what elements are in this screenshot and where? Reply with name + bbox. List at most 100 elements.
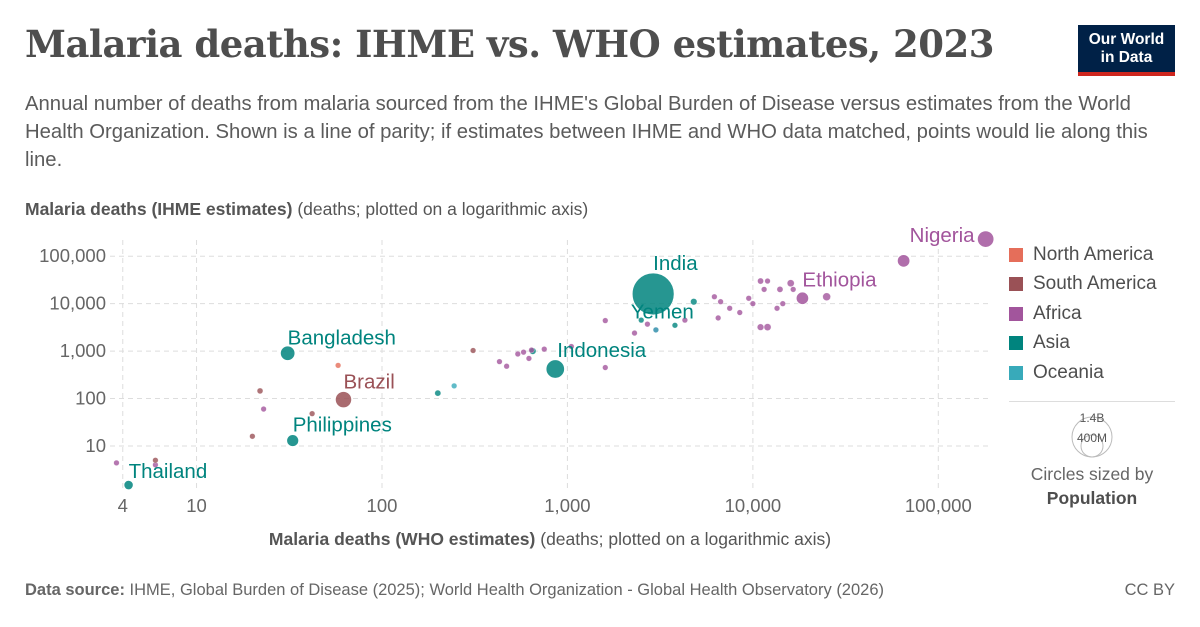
- legend: North America South America Africa Asia Ocea…: [1009, 240, 1157, 388]
- x-axis-label: Malaria deaths (WHO estimates): [268, 529, 536, 549]
- x-tick-label: 10,000: [725, 495, 782, 516]
- source-text[interactable]: IHME, Global Burden of Disease (2025); W…: [129, 581, 885, 599]
- data-point-yemen[interactable]: [690, 298, 698, 306]
- legend-item-africa[interactable]: Africa: [1009, 299, 1157, 329]
- data-point[interactable]: [335, 362, 342, 369]
- legend-label: Asia: [1033, 332, 1070, 354]
- scatter-plot[interactable]: 10 100 1,000 10,000 100,000 4 10 100 1,000 10,000…: [0, 0, 1000, 560]
- point-labels: Nigeria Ethiopia India Yemen Indonesia Bangla…: [129, 224, 976, 483]
- data-point[interactable]: [745, 295, 752, 302]
- data-point[interactable]: [496, 358, 503, 365]
- data-point[interactable]: [470, 347, 477, 354]
- data-point[interactable]: [717, 298, 724, 305]
- data-point[interactable]: [503, 363, 510, 370]
- axis-ticks: 10 100 1,000 10,000 100,000 4 10 100 1,000 10,000…: [39, 245, 972, 516]
- size-legend-line-1: Circles sized by: [1030, 464, 1154, 484]
- y-tick-label: 1,000: [60, 340, 106, 361]
- legend-item-north-america[interactable]: North America: [1009, 240, 1157, 270]
- data-point[interactable]: [822, 292, 831, 301]
- data-point[interactable]: [681, 317, 688, 324]
- data-point[interactable]: [602, 317, 609, 324]
- data-point[interactable]: [749, 300, 756, 307]
- data-point[interactable]: [671, 322, 678, 329]
- data-point[interactable]: [764, 278, 771, 284]
- data-point[interactable]: [761, 286, 768, 293]
- legend-label: South America: [1033, 273, 1157, 295]
- data-point[interactable]: [644, 321, 651, 328]
- data-point[interactable]: [525, 355, 532, 362]
- data-point[interactable]: [774, 305, 780, 312]
- point-label-thailand: Thailand: [129, 460, 208, 483]
- data-point[interactable]: [711, 293, 718, 300]
- data-point-nigeria[interactable]: [976, 230, 995, 248]
- data-point[interactable]: [652, 326, 659, 333]
- data-point-india[interactable]: [631, 272, 675, 316]
- data-point[interactable]: [896, 254, 911, 268]
- x-tick-label: 1,000: [544, 495, 590, 516]
- data-point[interactable]: [152, 457, 159, 464]
- data-point[interactable]: [602, 364, 609, 371]
- y-axis-label: Malaria deaths (IHME estimates): [25, 199, 293, 219]
- logo-line-2: in Data: [1100, 49, 1153, 66]
- legend-item-south-america[interactable]: South America: [1009, 270, 1157, 300]
- legend-swatch: [1009, 277, 1023, 292]
- owid-logo[interactable]: Our World in Data: [1078, 25, 1175, 76]
- legend-item-oceania[interactable]: Oceania: [1009, 358, 1157, 388]
- y-tick-label: 10,000: [49, 293, 106, 314]
- data-point-bangladesh[interactable]: [279, 345, 296, 361]
- data-point[interactable]: [568, 343, 575, 350]
- data-point[interactable]: [726, 305, 733, 312]
- data-point[interactable]: [309, 410, 316, 417]
- data-point[interactable]: [514, 351, 521, 357]
- data-point[interactable]: [249, 433, 256, 440]
- point-label-nigeria: Nigeria: [910, 224, 976, 247]
- data-point[interactable]: [113, 459, 120, 466]
- grid-lines: [110, 240, 990, 488]
- data-point[interactable]: [520, 349, 527, 356]
- data-point-ethiopia[interactable]: [795, 291, 810, 305]
- data-points[interactable]: [113, 230, 995, 491]
- data-point[interactable]: [757, 323, 764, 331]
- data-point[interactable]: [256, 387, 264, 394]
- data-point-philippines[interactable]: [286, 434, 300, 447]
- legend-label: Oceania: [1033, 361, 1104, 383]
- data-point[interactable]: [541, 346, 548, 353]
- data-point[interactable]: [715, 315, 722, 321]
- legend-swatch: [1009, 365, 1023, 380]
- data-point[interactable]: [779, 300, 786, 307]
- y-tick-label: 100: [75, 388, 106, 409]
- x-tick-label: 100: [367, 495, 398, 516]
- data-point[interactable]: [787, 279, 795, 287]
- data-point[interactable]: [776, 286, 784, 293]
- license-link[interactable]: CC BY: [1124, 581, 1175, 599]
- y-tick-label: 10: [85, 435, 106, 456]
- data-point-indonesia[interactable]: [545, 359, 565, 379]
- legend-item-asia[interactable]: Asia: [1009, 329, 1157, 359]
- x-axis-title: Malaria deaths (WHO estimates) (deaths; …: [0, 529, 1100, 550]
- point-label-ethiopia: Ethiopia: [802, 268, 877, 291]
- data-point[interactable]: [757, 277, 764, 285]
- legend-label: Africa: [1033, 302, 1082, 324]
- data-point[interactable]: [763, 323, 772, 331]
- data-point[interactable]: [434, 389, 442, 397]
- y-axis-title: Malaria deaths (IHME estimates) (deaths;…: [25, 199, 588, 220]
- data-point[interactable]: [528, 347, 535, 354]
- data-point[interactable]: [260, 406, 267, 413]
- point-label-brazil: Brazil: [343, 371, 394, 394]
- legend-swatch: [1009, 247, 1023, 262]
- y-tick-label: 100,000: [39, 245, 106, 266]
- size-legend-small-circle: [1080, 434, 1104, 458]
- data-point-brazil[interactable]: [334, 391, 353, 409]
- legend-swatch: [1009, 306, 1023, 321]
- data-point-thailand[interactable]: [123, 479, 134, 491]
- data-point[interactable]: [736, 309, 743, 316]
- legend-label: North America: [1033, 243, 1154, 265]
- data-point[interactable]: [790, 286, 797, 293]
- data-point[interactable]: [451, 382, 458, 389]
- logo-line-1: Our World: [1088, 31, 1165, 48]
- data-point[interactable]: [631, 330, 638, 337]
- point-label-bangladesh: Bangladesh: [288, 326, 396, 349]
- footer-source: Data source: IHME, Global Burden of Dise…: [25, 581, 1175, 600]
- size-legend-caption: Circles sized by Population: [1009, 462, 1175, 510]
- data-point[interactable]: [638, 317, 645, 324]
